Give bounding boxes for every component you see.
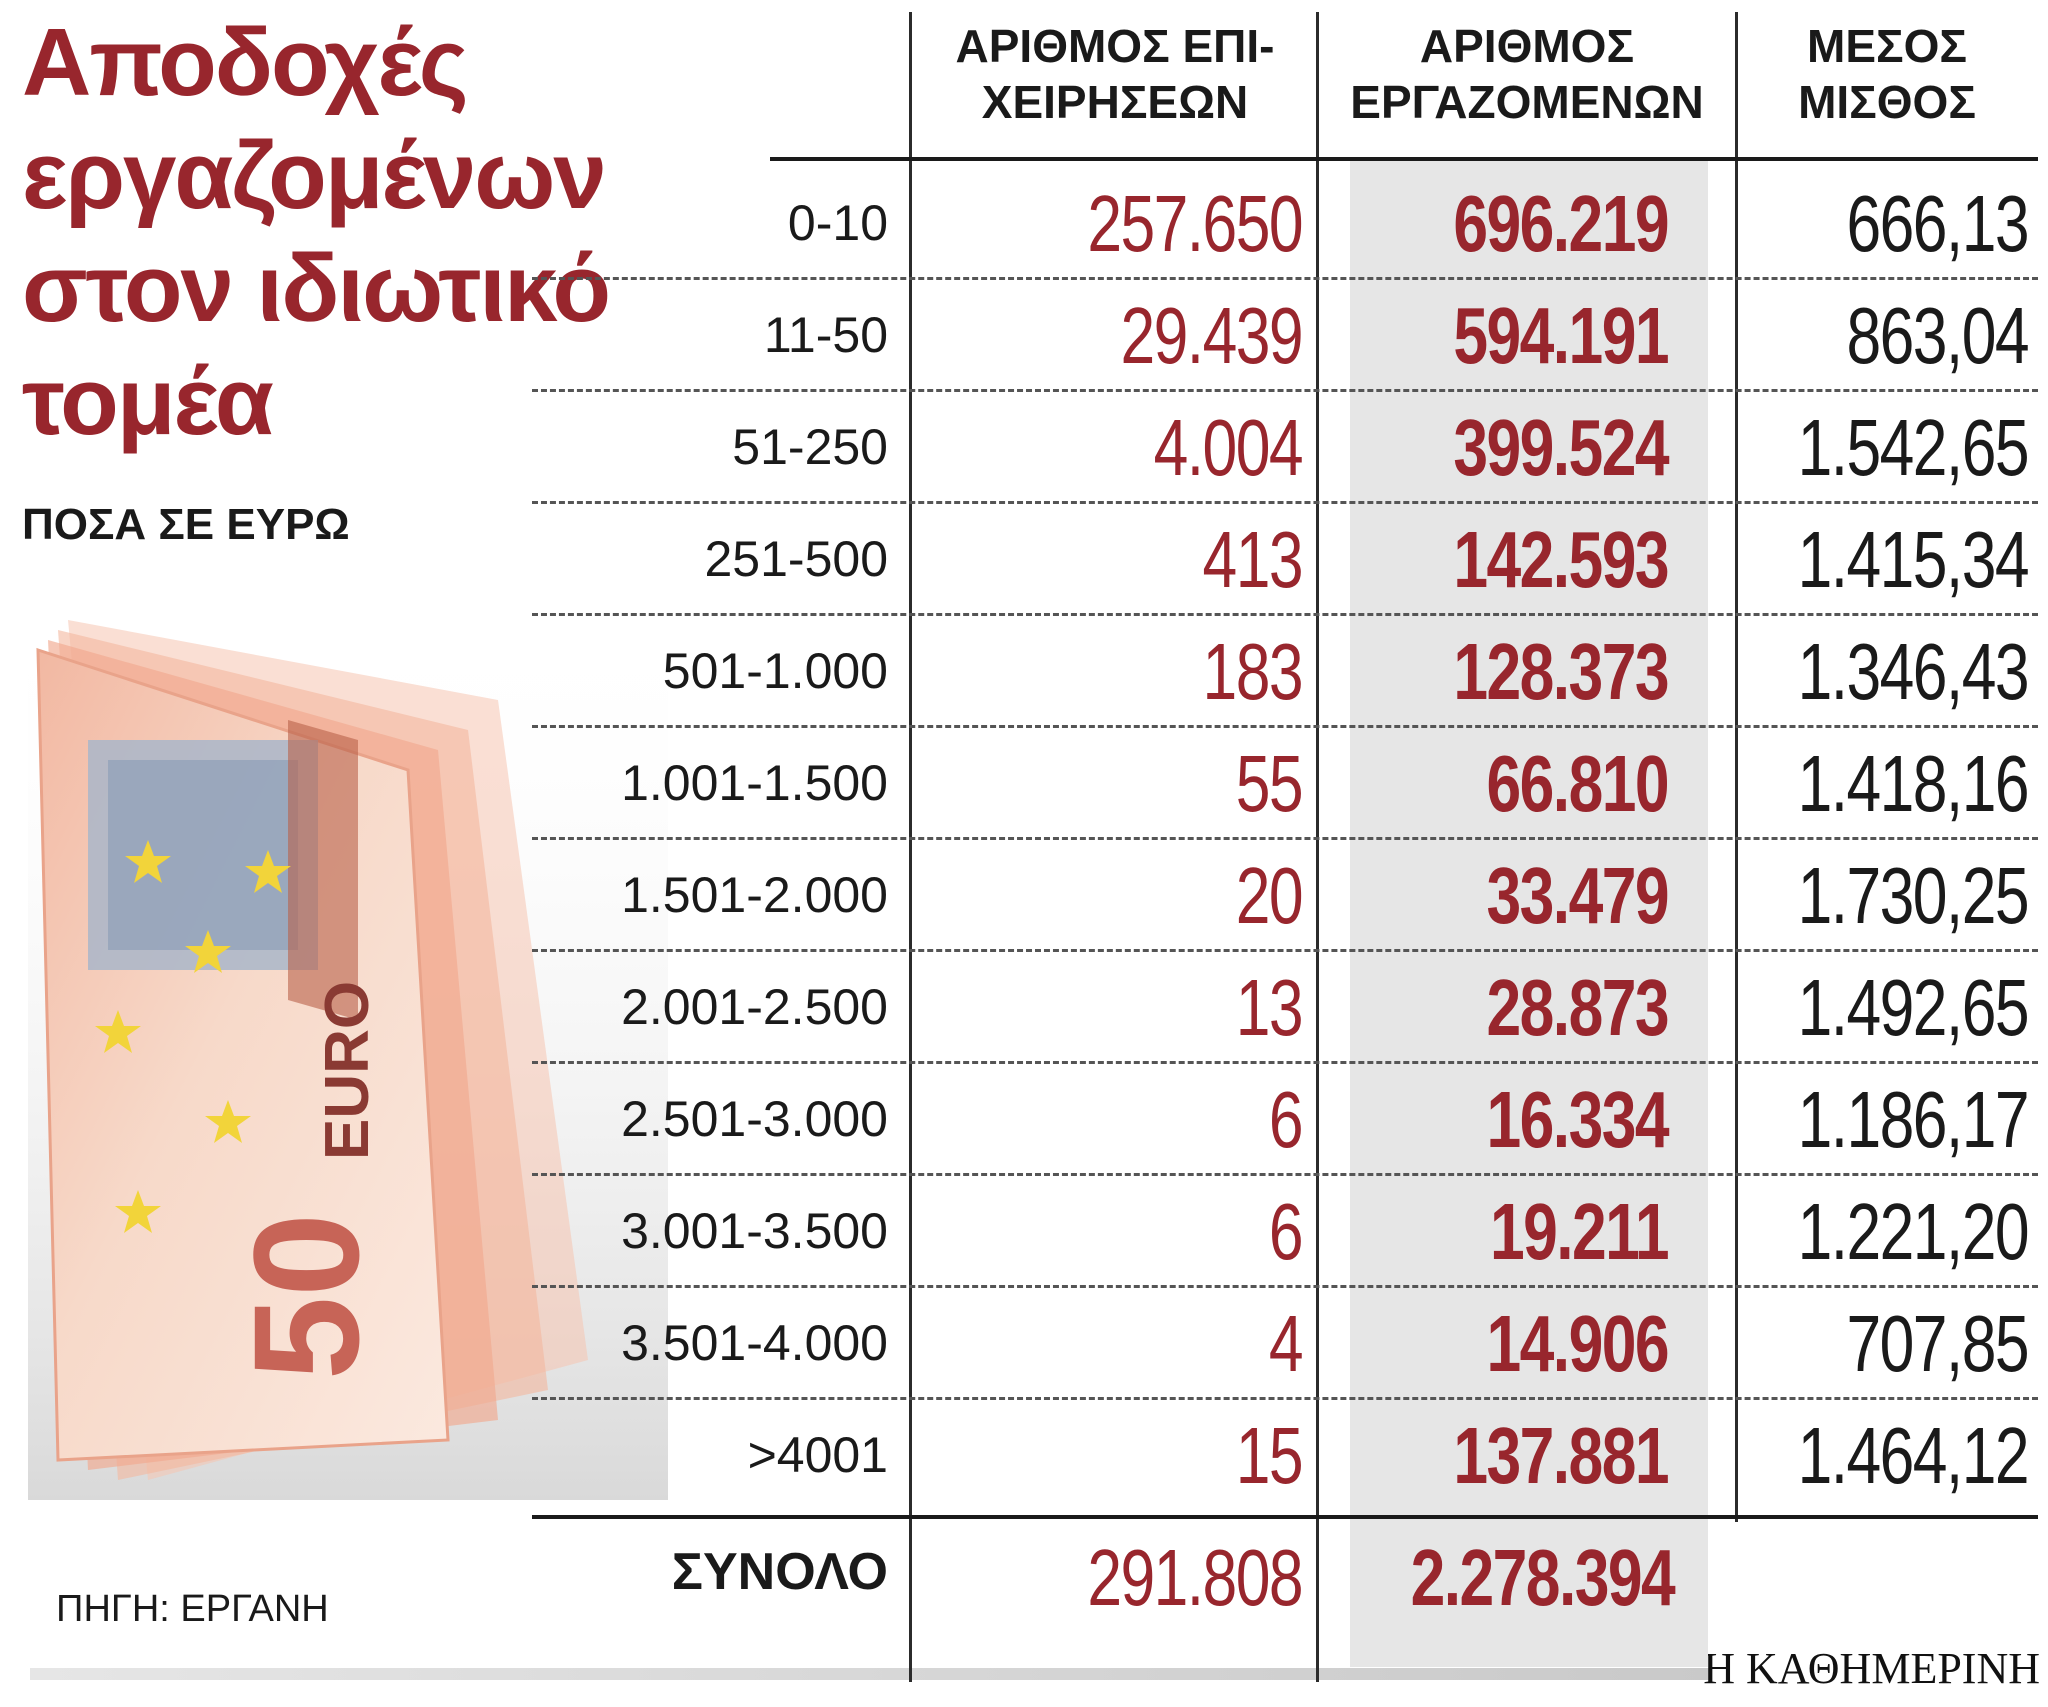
row-separator	[532, 837, 2038, 840]
table-row: 2.501-3.000 6 16.334 1.186,17	[532, 1064, 2038, 1176]
employees-value: 16.334	[1486, 1075, 1670, 1164]
eu-stars	[95, 840, 291, 1233]
table-row: 2.001-2.500 13 28.873 1.492,65	[532, 952, 2038, 1064]
avg-salary-value: 1.542,65	[1797, 403, 2030, 492]
businesses-value: 413	[1202, 515, 1304, 604]
employees-value: 696.219	[1453, 179, 1669, 268]
total-employees: 2.278.394	[1410, 1533, 1676, 1622]
row-separator	[532, 613, 2038, 616]
publisher-logo: Η ΚΑΘΗΜΕΡΙΝΗ	[1703, 1644, 2040, 1693]
businesses-value: 20	[1235, 851, 1304, 940]
avg-salary-value: 666,13	[1846, 179, 2030, 268]
source-note: ΠΗΓΗ: ΕΡΓΑΝΗ	[56, 1588, 329, 1630]
banknote-currency: EURO	[313, 981, 382, 1160]
column-divider	[1735, 12, 1738, 1522]
employees-value: 66.810	[1486, 739, 1670, 828]
chart-subtitle: ΠΟΣΑ ΣΕ ΕΥΡΩ	[22, 500, 350, 549]
column-header-businesses: ΑΡΙΘΜΟΣ ΕΠΙ- ΧΕΙΡΗΣΕΩΝ	[920, 18, 1310, 130]
row-separator	[532, 1285, 2038, 1288]
row-separator	[532, 389, 2038, 392]
businesses-value: 4.004	[1153, 403, 1304, 492]
employees-value: 128.373	[1453, 627, 1669, 716]
row-separator	[532, 949, 2038, 952]
title-line: Αποδοχές	[22, 9, 469, 116]
avg-salary-value: 1.221,20	[1797, 1187, 2030, 1276]
column-header-line: ΜΙΣΘΟΣ	[1798, 76, 1976, 128]
avg-salary-value: 1.418,16	[1797, 739, 2030, 828]
employees-value: 142.593	[1453, 515, 1669, 604]
table-row: 0-10 257.650 696.219 666,13	[532, 168, 2038, 280]
column-divider	[909, 12, 912, 1682]
header-rule	[770, 157, 2038, 161]
businesses-value: 6	[1268, 1075, 1304, 1164]
avg-salary-value: 1.186,17	[1797, 1075, 2030, 1164]
row-separator	[532, 1397, 2038, 1400]
row-label: 251-500	[704, 531, 889, 587]
avg-salary-value: 1.415,34	[1797, 515, 2030, 604]
avg-salary-value: 1.464,12	[1797, 1411, 2030, 1500]
row-separator	[532, 725, 2038, 728]
row-label: 51-250	[732, 419, 888, 475]
title-line: εργαζομένων	[22, 122, 607, 229]
employees-value: 14.906	[1486, 1299, 1670, 1388]
employees-value: 19.211	[1489, 1187, 1670, 1276]
column-header-employees: ΑΡΙΘΜΟΣ ΕΡΓΑΖΟΜΕΝΩΝ	[1322, 18, 1732, 130]
businesses-value: 55	[1235, 739, 1304, 828]
employees-value: 137.881	[1453, 1411, 1669, 1500]
employees-value: 594.191	[1453, 291, 1669, 380]
businesses-value: 183	[1202, 627, 1304, 716]
table-row: 51-250 4.004 399.524 1.542,65	[532, 392, 2038, 504]
avg-salary-value: 863,04	[1846, 291, 2030, 380]
column-header-line: ΧΕΙΡΗΣΕΩΝ	[981, 76, 1249, 128]
table-row: 11-50 29.439 594.191 863,04	[532, 280, 2038, 392]
table-row: 1.501-2.000 20 33.479 1.730,25	[532, 840, 2038, 952]
table-row: 1.001-1.500 55 66.810 1.418,16	[532, 728, 2038, 840]
title-line: στον ιδιωτικό	[22, 235, 611, 342]
total-row: ΣΥΝΟΛΟ 291.808 2.278.394	[532, 1522, 2038, 1634]
businesses-value: 13	[1235, 963, 1304, 1052]
employees-value: 33.479	[1486, 851, 1670, 940]
avg-salary-value: 1.492,65	[1797, 963, 2030, 1052]
table-row: 501-1.000 183 128.373 1.346,43	[532, 616, 2038, 728]
fanned-banknotes	[36, 620, 588, 1480]
total-businesses: 291.808	[1087, 1533, 1303, 1622]
column-header-avg-salary: ΜΕΣΟΣ ΜΙΣΘΟΣ	[1742, 18, 2032, 130]
row-label: 0-10	[787, 195, 888, 251]
row-separator	[532, 1061, 2038, 1064]
row-label: >4001	[747, 1427, 888, 1483]
total-rule	[532, 1515, 2038, 1519]
employees-column-shade	[1350, 160, 1708, 1667]
column-header-line: ΑΡΙΘΜΟΣ	[1419, 20, 1635, 72]
title-line: τομέα	[22, 348, 274, 455]
avg-salary-value: 1.346,43	[1797, 627, 2030, 716]
column-header-line: ΜΕΣΟΣ	[1807, 20, 1967, 72]
employees-value: 28.873	[1486, 963, 1670, 1052]
chart-title: Αποδοχές εργαζομένων στον ιδιωτικό τομέα	[22, 6, 742, 458]
businesses-value: 4	[1268, 1299, 1304, 1388]
column-header-line: ΕΡΓΑΖΟΜΕΝΩΝ	[1350, 76, 1704, 128]
euro-banknotes-illustration: 50 EURO	[28, 600, 668, 1500]
businesses-value: 257.650	[1087, 179, 1303, 268]
banknote-denomination: 50	[222, 1213, 390, 1380]
table-row: >4001 15 137.881 1.464,12	[532, 1400, 2038, 1512]
row-label: 501-1.000	[662, 643, 888, 699]
row-label: 11-50	[763, 307, 888, 363]
table-row: 3.001-3.500 6 19.211 1.221,20	[532, 1176, 2038, 1288]
businesses-value: 15	[1235, 1411, 1304, 1500]
column-header-line: ΑΡΙΘΜΟΣ ΕΠΙ-	[955, 20, 1275, 72]
avg-salary-value: 707,85	[1846, 1299, 2030, 1388]
row-separator	[532, 277, 2038, 280]
total-label: ΣΥΝΟΛΟ	[671, 1543, 888, 1601]
table-row: 3.501-4.000 4 14.906 707,85	[532, 1288, 2038, 1400]
employees-value: 399.524	[1453, 403, 1669, 492]
row-separator	[532, 1173, 2038, 1176]
businesses-value: 6	[1268, 1187, 1304, 1276]
column-divider	[1316, 12, 1319, 1682]
row-separator	[532, 501, 2038, 504]
footer-bar	[30, 1668, 1710, 1680]
table-row: 251-500 413 142.593 1.415,34	[532, 504, 2038, 616]
businesses-value: 29.439	[1120, 291, 1304, 380]
avg-salary-value: 1.730,25	[1797, 851, 2030, 940]
